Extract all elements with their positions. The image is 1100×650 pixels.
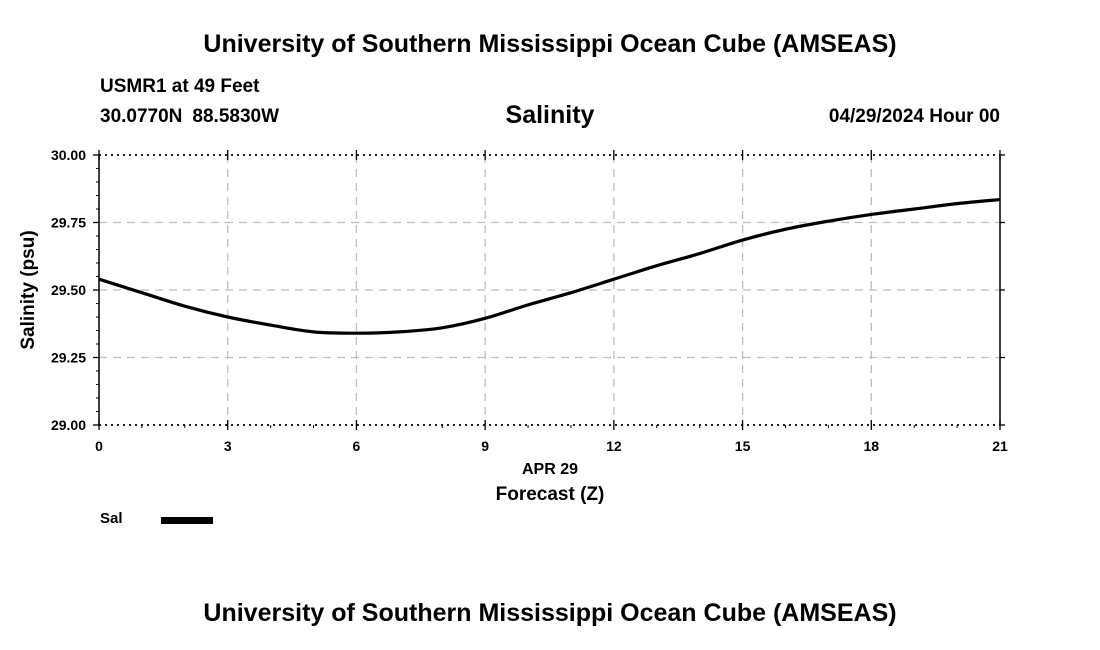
x-tick-label: 0 xyxy=(95,438,103,454)
coordinates: 30.0770N 88.5830W xyxy=(100,106,279,128)
legend-swatch xyxy=(161,517,213,524)
grid xyxy=(99,155,1000,425)
legend-label: Sal xyxy=(100,510,123,527)
y-tick-label: 29.25 xyxy=(51,350,86,366)
x-axis-date-label: APR 29 xyxy=(522,461,578,478)
y-tick-label: 29.00 xyxy=(51,417,86,433)
page-title: University of Southern Mississippi Ocean… xyxy=(203,30,897,58)
latitude: 30.0770N xyxy=(100,106,183,127)
y-tick-label: 30.00 xyxy=(51,147,86,163)
x-tick-label: 3 xyxy=(224,438,232,454)
y-axis-label: Salinity (psu) xyxy=(18,230,39,349)
x-tick-label: 18 xyxy=(863,438,879,454)
y-tick-label: 29.50 xyxy=(51,282,86,298)
forecast-datetime: 04/29/2024 Hour 00 xyxy=(828,106,1000,127)
station-label: USMR1 at 49 Feet xyxy=(100,76,260,97)
axis-labels: APR 29 Forecast (Z) Salinity (psu) xyxy=(18,230,604,505)
x-tick-label: 15 xyxy=(735,438,751,454)
x-tick-label: 9 xyxy=(481,438,489,454)
x-axis-label: Forecast (Z) xyxy=(496,484,605,505)
axis-ticks: 0 3 6 9 12 15 18 21 29.00 29.25 29.50 29.75 30.00 xyxy=(51,147,1008,454)
chart-title: Salinity xyxy=(505,101,595,129)
series-line-sal xyxy=(98,197,1001,335)
footer-title: University of Southern Mississippi Ocean… xyxy=(203,599,897,627)
series-layer xyxy=(98,197,1001,335)
y-tick-label: 29.75 xyxy=(51,215,86,231)
x-tick-label: 12 xyxy=(606,438,622,454)
x-tick-label: 21 xyxy=(992,438,1008,454)
x-tick-label: 6 xyxy=(353,438,361,454)
longitude: 88.5830W xyxy=(192,106,280,127)
